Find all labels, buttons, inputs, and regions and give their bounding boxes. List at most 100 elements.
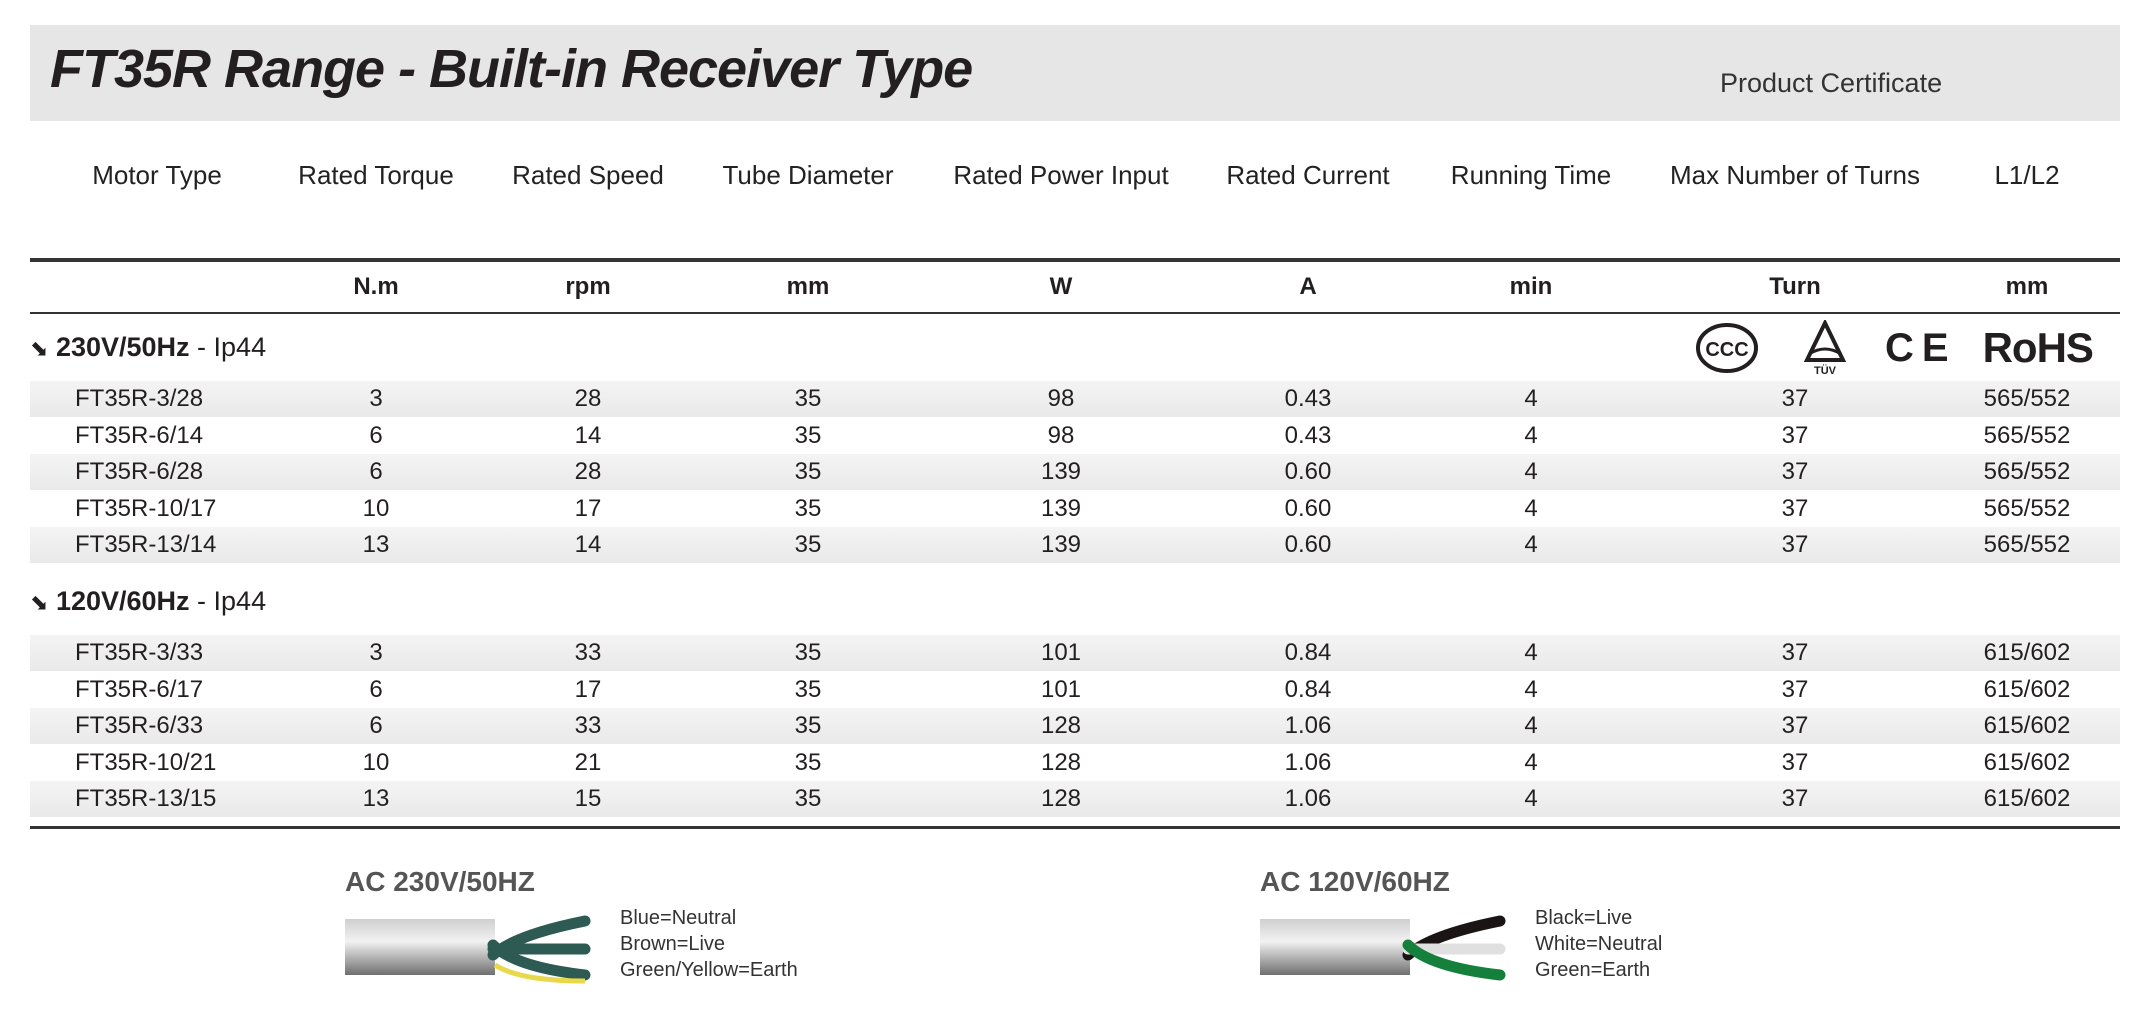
table-cell: 565/552 [1983,421,2071,449]
table-cell: 615/602 [1983,712,2071,739]
table-cell: 28 [574,458,602,485]
wiring-legend: Black=Live White=Neutral Green=Earth [1535,905,1662,983]
wire-label: White=Neutral [1535,933,1663,955]
table-cell: 35 [794,675,822,703]
table-row: FT35R-13/15 13 15 35 128 1.06 4 37 615/602 [30,781,2120,817]
product-certificate-label: Product Certificate [1720,68,1943,98]
table-cell: 4 [1524,494,1538,522]
table-cell: 37 [1781,494,1809,522]
table-cell: FT35R-10/17 [75,494,217,522]
table-cell: 13 [362,785,390,812]
table-cell: 565/552 [1983,458,2071,485]
table-cell: 35 [794,458,822,485]
table-cell: FT35R-6/14 [75,421,204,449]
table-cell: 6 [369,712,383,739]
table-cell: 37 [1781,458,1809,485]
ce-icon: C E [1885,325,1949,370]
tuv-icon: TÜV [1803,320,1847,376]
column-header: Tube Diameter [722,160,894,190]
table-cell: 1.06 [1284,712,1332,739]
table-cell: FT35R-10/21 [75,748,217,776]
units-divider [30,312,2120,314]
table-cell: FT35R-3/28 [75,385,204,412]
table-cell: 6 [369,675,383,703]
column-unit: A [1299,273,1317,300]
table-cell: 6 [369,421,383,449]
table-cell: 101 [1040,675,1082,703]
table-cell: 101 [1040,639,1082,666]
table-cell: 1.06 [1284,748,1332,776]
table-cell: 128 [1040,785,1082,812]
table-cell: 33 [574,639,602,666]
table-cell: 0.60 [1284,458,1332,485]
table-cell: 0.84 [1284,639,1332,666]
table-cell: 615/602 [1983,748,2071,776]
table-cell: 0.60 [1284,494,1332,522]
table-row: FT35R-10/21 10 21 35 128 1.06 4 37 615/602 [30,745,2120,781]
table-cell: 139 [1040,494,1082,522]
table-cell: 14 [574,531,602,558]
column-header: Rated Torque [298,160,454,190]
table-cell: 35 [794,639,822,666]
column-header: Running Time [1450,160,1612,190]
certificate-logos: CCC TÜV C E RoHS [1695,320,2094,376]
svg-text:TÜV: TÜV [1814,364,1837,376]
column-unit: mm [2005,273,2049,300]
wire-label: Green=Earth [1535,959,1651,981]
table-cell: 3 [369,385,383,412]
table-cell: 615/602 [1983,785,2071,812]
table-cell: 4 [1524,748,1538,776]
table-cell: 35 [794,494,822,522]
table-row: FT35R-10/17 10 17 35 139 0.60 4 37 565/552 [30,491,2120,527]
column-header: Rated Power Input [953,160,1169,190]
section-voltage: 120V/60Hz [55,586,190,616]
table-cell: 17 [574,494,602,522]
table-cell: 1.06 [1284,785,1332,812]
table-cell: 37 [1781,712,1809,739]
table-bottom-border [30,826,2120,829]
column-header: Motor Type [92,160,222,190]
table-cell: 37 [1781,421,1809,449]
table-row: FT35R-6/28 6 28 35 139 0.60 4 37 565/552 [30,454,2120,490]
title-band [30,25,2120,121]
column-header: L1/L2 [1994,160,2060,190]
table-cell: 35 [794,531,822,558]
table-cell: 4 [1524,712,1538,739]
table-cell: 35 [794,421,822,449]
table-cell: 10 [362,494,390,522]
table-cell: 615/602 [1983,639,2071,666]
svg-text:CCC: CCC [1705,339,1748,361]
column-unit: min [1509,273,1553,300]
column-unit: N.m [353,273,399,300]
table-cell: 37 [1781,748,1809,776]
rohs-icon: RoHS [1982,324,2094,371]
table-cell: 21 [574,748,602,776]
wiring-title: AC 230V/50HZ [345,866,535,897]
wiring-title: AC 120V/60HZ [1260,866,1450,897]
cable-diagram-icon [1260,915,1506,981]
table-cell: 37 [1781,531,1809,558]
table-cell: 98 [1047,421,1075,449]
column-unit: W [1049,273,1073,300]
page-title: FT35R Range - Built-in Receiver Type [50,39,973,99]
table-cell: 4 [1524,531,1538,558]
table-cell: 35 [794,748,822,776]
table-cell: 37 [1781,675,1809,703]
table-cell: 128 [1040,712,1082,739]
table-row: FT35R-3/28 3 28 35 98 0.43 4 37 565/552 [30,381,2120,417]
table-cell: 6 [369,458,383,485]
table-cell: 15 [574,785,602,812]
table-cell: 13 [362,531,390,558]
table-cell: 565/552 [1983,494,2071,522]
table-cell: 0.43 [1284,385,1332,412]
ccc-icon: CCC [1696,323,1758,373]
column-unit: Turn [1769,273,1821,300]
table-cell: 3 [369,639,383,666]
table-cell: FT35R-13/15 [75,785,217,812]
cable-diagram-icon [345,915,591,984]
table-row: FT35R-6/33 6 33 35 128 1.06 4 37 615/602 [30,708,2120,744]
column-unit: rpm [565,273,611,300]
table-cell: 139 [1040,458,1082,485]
table-cell: 4 [1524,785,1538,812]
section-voltage: 230V/50Hz [55,332,190,362]
